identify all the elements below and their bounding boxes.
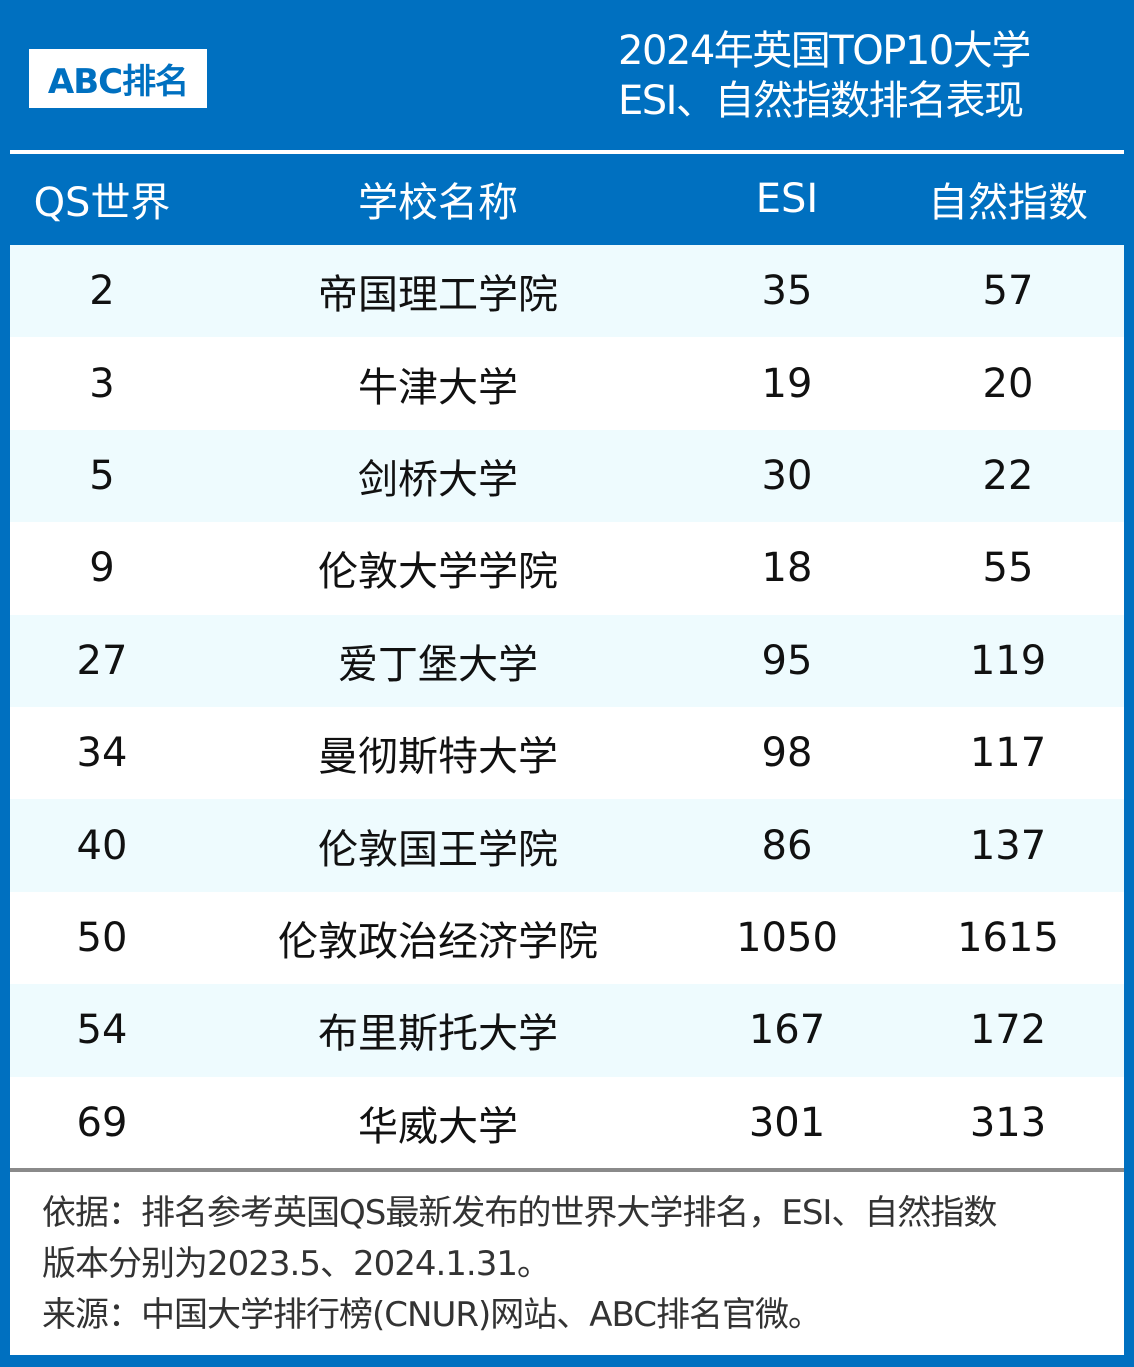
esi-rank: 30 (761, 452, 813, 499)
nature-index-rank: 137 (969, 822, 1047, 869)
qs-rank: 34 (76, 730, 128, 777)
nature-index-rank: 20 (982, 360, 1034, 407)
school-name: 华威大学 (358, 1103, 518, 1150)
table-header: QS世界 学校名称 ESI 自然指数 (10, 155, 1124, 243)
school-name: 爱丁堡大学 (338, 641, 538, 688)
qs-rank: 40 (76, 822, 128, 869)
esi-rank: 95 (761, 637, 813, 684)
nature-index-rank: 119 (969, 637, 1047, 684)
esi-rank: 18 (761, 545, 813, 592)
nature-index-rank: 55 (982, 545, 1034, 592)
header-qs: QS世界 (33, 180, 171, 226)
table-row: 9 伦敦大学学院 18 55 (10, 522, 1124, 615)
qs-rank: 5 (89, 452, 115, 499)
header-school: 学校名称 (358, 180, 518, 226)
nature-index-rank: 22 (982, 452, 1034, 499)
nature-index-rank: 57 (982, 268, 1034, 315)
title-line-2: ESI、自然指数排名表现 (618, 78, 1024, 124)
abc-logo: ABC排名 (29, 49, 207, 108)
qs-rank: 69 (76, 1099, 128, 1146)
school-name: 伦敦政治经济学院 (278, 918, 598, 965)
table-row: 3 牛津大学 19 20 (10, 337, 1124, 430)
esi-rank: 19 (761, 360, 813, 407)
header-esi: ESI (755, 176, 819, 222)
qs-rank: 2 (89, 268, 115, 315)
school-name: 伦敦国王学院 (318, 826, 558, 873)
school-name: 牛津大学 (358, 364, 518, 411)
footer-basis: 依据：排名参考英国QS最新发布的世界大学排名，ESI、自然指数 (42, 1193, 997, 1233)
qs-rank: 27 (76, 637, 128, 684)
esi-rank: 167 (748, 1007, 826, 1054)
nature-index-rank: 117 (969, 730, 1047, 777)
nature-index-rank: 172 (969, 1007, 1047, 1054)
table-row: 27 爱丁堡大学 95 119 (10, 614, 1124, 707)
footer-versions: 版本分别为2023.5、2024.1.31。 (42, 1244, 551, 1284)
footer-notes: 依据：排名参考英国QS最新发布的世界大学排名，ESI、自然指数 版本分别为202… (10, 1172, 1124, 1355)
header-nature-index: 自然指数 (928, 180, 1088, 226)
school-name: 剑桥大学 (358, 456, 518, 503)
table-row: 34 曼彻斯特大学 98 117 (10, 706, 1124, 800)
title-line-1: 2024年英国TOP10大学 (618, 28, 1031, 74)
nature-index-rank: 1615 (957, 914, 1059, 961)
qs-rank: 50 (76, 914, 128, 961)
esi-rank: 86 (761, 822, 813, 869)
table-row: 50 伦敦政治经济学院 1050 1615 (10, 891, 1124, 985)
qs-rank: 3 (89, 360, 115, 407)
page-title: 2024年英国TOP10大学 ESI、自然指数排名表现 (618, 26, 1031, 126)
qs-rank: 9 (89, 545, 115, 592)
school-name: 曼彻斯特大学 (318, 734, 558, 781)
table-row: 5 剑桥大学 30 22 (10, 429, 1124, 523)
nature-index-rank: 313 (969, 1099, 1047, 1146)
esi-rank: 301 (748, 1099, 826, 1146)
table-row: 40 伦敦国王学院 86 137 (10, 799, 1124, 892)
qs-rank: 54 (76, 1007, 128, 1054)
esi-rank: 35 (761, 268, 813, 315)
school-name: 布里斯托大学 (318, 1011, 558, 1058)
footer-source: 来源：中国大学排行榜(CNUR)网站、ABC排名官微。 (42, 1295, 822, 1335)
school-name: 伦敦大学学院 (318, 549, 558, 596)
footer-divider (10, 1168, 1124, 1172)
esi-rank: 98 (761, 730, 813, 777)
table-row: 54 布里斯托大学 167 172 (10, 984, 1124, 1077)
table-row: 69 华威大学 301 313 (10, 1076, 1124, 1169)
school-name: 帝国理工学院 (318, 272, 558, 319)
table-row: 2 帝国理工学院 35 57 (10, 245, 1124, 338)
table-body: 2 帝国理工学院 35 57 3 牛津大学 19 20 5 剑桥大学 30 22 9 伦敦大学学院 18 55… (10, 245, 1124, 1169)
header-divider (10, 150, 1124, 154)
esi-rank: 1050 (736, 914, 838, 961)
